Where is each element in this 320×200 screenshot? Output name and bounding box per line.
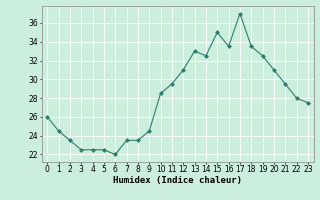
X-axis label: Humidex (Indice chaleur): Humidex (Indice chaleur) xyxy=(113,176,242,185)
